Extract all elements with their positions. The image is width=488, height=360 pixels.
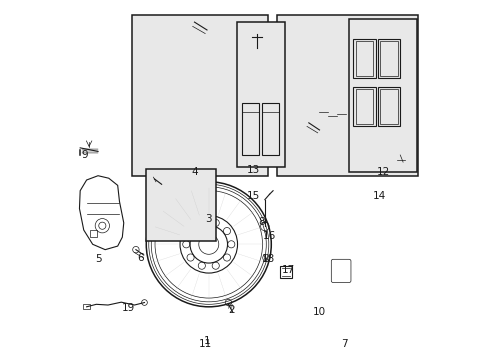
Bar xyxy=(353,39,375,78)
Text: 8: 8 xyxy=(258,217,264,227)
Bar xyxy=(377,87,400,126)
Bar xyxy=(377,39,400,78)
Circle shape xyxy=(202,35,206,39)
Text: 18: 18 xyxy=(261,253,274,264)
Bar xyxy=(353,87,375,126)
Text: 10: 10 xyxy=(312,307,325,317)
Text: 1: 1 xyxy=(203,336,210,346)
Bar xyxy=(132,15,267,176)
Bar xyxy=(348,18,416,172)
Bar xyxy=(276,15,417,176)
Text: 16: 16 xyxy=(263,231,276,242)
Text: 13: 13 xyxy=(246,165,260,175)
Bar xyxy=(380,41,397,76)
Text: 15: 15 xyxy=(246,191,260,201)
Text: 14: 14 xyxy=(372,191,386,201)
Bar xyxy=(380,89,397,124)
Bar xyxy=(83,304,90,309)
Text: 11: 11 xyxy=(198,339,211,348)
Text: 7: 7 xyxy=(341,339,347,349)
Text: 19: 19 xyxy=(122,303,135,313)
Text: 17: 17 xyxy=(281,265,294,275)
Bar xyxy=(355,89,373,124)
Bar xyxy=(261,103,278,155)
Text: 6: 6 xyxy=(137,253,144,263)
Text: 12: 12 xyxy=(376,167,389,177)
Bar xyxy=(241,103,258,155)
Text: 4: 4 xyxy=(191,167,198,177)
Text: 5: 5 xyxy=(95,253,101,264)
Bar xyxy=(237,22,284,167)
Bar xyxy=(355,41,373,76)
Text: 2: 2 xyxy=(228,305,235,315)
Text: 3: 3 xyxy=(205,214,212,224)
Text: 9: 9 xyxy=(81,150,88,160)
Bar xyxy=(146,169,216,241)
Bar xyxy=(280,266,291,278)
